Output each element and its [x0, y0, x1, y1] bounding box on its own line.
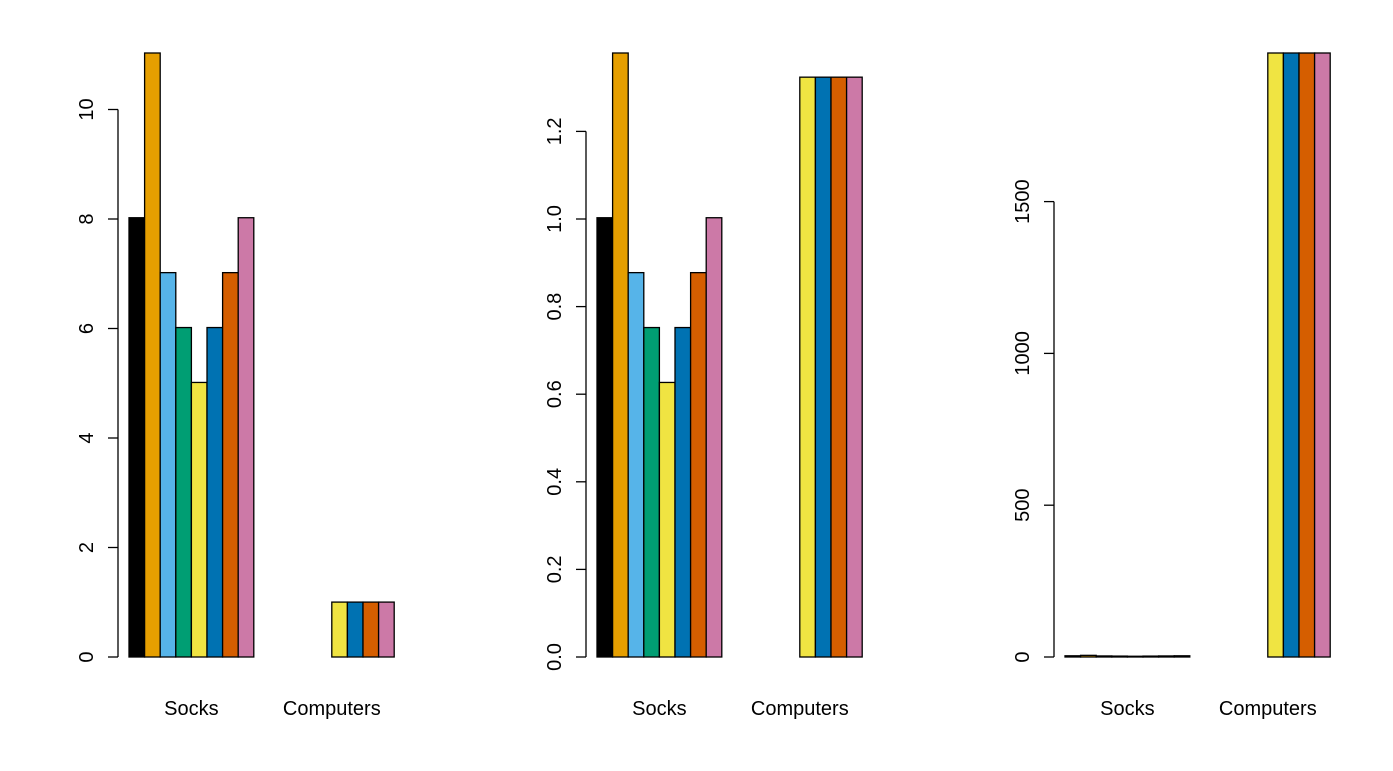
bar-socks-1 — [596, 217, 614, 658]
y-tick-label: 0.0 — [544, 643, 566, 671]
y-tick-label: 6 — [76, 323, 98, 334]
y-tick-label: 0.2 — [544, 555, 566, 583]
bar-computers-8 — [377, 601, 395, 658]
y-tick-label: 0 — [1012, 651, 1034, 662]
bar-computers-5 — [331, 601, 349, 658]
bar-computers-8 — [845, 76, 863, 658]
bar-computers-7 — [362, 601, 380, 658]
bar-socks-6 — [1142, 655, 1160, 658]
bar-computers-5 — [1267, 52, 1285, 658]
bar-computers-8 — [1313, 52, 1331, 658]
bar-socks-3 — [159, 271, 177, 658]
x-category-label: Computers — [283, 698, 381, 720]
bar-computers-6 — [1282, 52, 1300, 658]
x-category-label: Socks — [632, 698, 686, 720]
x-category-label: Socks — [164, 698, 218, 720]
y-tick-label: 1.2 — [544, 117, 566, 145]
bar-socks-5 — [190, 381, 208, 658]
bar-socks-6 — [206, 326, 224, 658]
y-tick-label: 0.6 — [544, 380, 566, 408]
y-tick-label: 0 — [76, 651, 98, 662]
y-tick-label: 10 — [76, 98, 98, 120]
bar-socks-8 — [705, 217, 723, 658]
bar-socks-2 — [1079, 654, 1097, 658]
y-tick-label: 8 — [76, 213, 98, 224]
bar-computers-7 — [1298, 52, 1316, 658]
y-tick-label: 0.4 — [544, 468, 566, 496]
bar-socks-5 — [658, 381, 676, 658]
bar-socks-1 — [1064, 655, 1082, 658]
chart-panel-2: Socks Computers 0.0 0.2 0.4 0.6 0.8 1.0 1.2 — [544, 52, 863, 720]
y-tick-label: 1500 — [1012, 179, 1034, 224]
bar-socks-1 — [128, 217, 146, 658]
bar-socks-4 — [1111, 655, 1129, 658]
y-tick-label: 4 — [76, 432, 98, 443]
bar-computers-5 — [799, 76, 817, 658]
bar-socks-7 — [689, 271, 707, 658]
bar-socks-3 — [1095, 655, 1113, 658]
bar-computers-6 — [346, 601, 364, 658]
chart-panel-3: Socks Computers 0 500 1000 1500 — [1012, 52, 1331, 720]
y-tick-label: 1000 — [1012, 331, 1034, 376]
bar-socks-2 — [611, 52, 629, 658]
bar-socks-8 — [237, 217, 255, 658]
bar-socks-2 — [143, 52, 161, 658]
bar-socks-7 — [221, 271, 239, 658]
bar-computers-7 — [830, 76, 848, 658]
x-category-label: Socks — [1100, 698, 1154, 720]
bar-socks-4 — [175, 326, 193, 658]
bar-socks-5 — [1126, 655, 1144, 658]
x-category-label: Computers — [1219, 698, 1317, 720]
y-tick-label: 0.8 — [544, 293, 566, 321]
bar-socks-6 — [674, 326, 692, 658]
bar-socks-3 — [627, 271, 645, 658]
bar-computers-6 — [814, 76, 832, 658]
y-tick-label: 500 — [1012, 489, 1034, 522]
x-category-label: Computers — [751, 698, 849, 720]
bar-socks-4 — [643, 326, 661, 658]
chart-panel-1: Socks Computers 0 2 4 6 8 10 — [76, 52, 395, 720]
y-tick-label: 1.0 — [544, 205, 566, 233]
bar-socks-7 — [1157, 655, 1175, 658]
bar-socks-8 — [1173, 655, 1191, 658]
y-tick-label: 2 — [76, 542, 98, 553]
